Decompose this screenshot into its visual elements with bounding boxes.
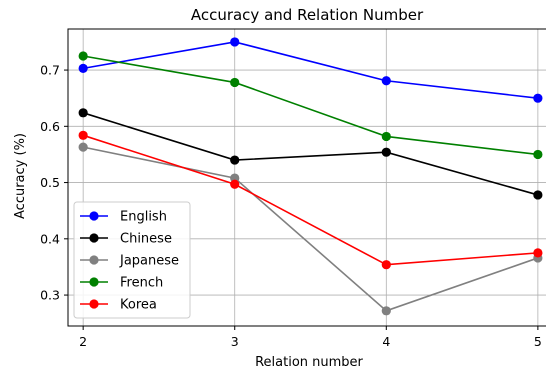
data-point <box>533 149 543 160</box>
legend-marker <box>89 255 99 265</box>
data-point <box>381 147 391 157</box>
data-point <box>533 93 543 103</box>
series-english <box>78 37 543 103</box>
ticks: 2 3 4 5 0.3 0.4 0.5 0.6 0.7 <box>40 63 542 349</box>
legend-label: French <box>120 276 163 291</box>
data-point <box>230 179 240 189</box>
data-point <box>381 260 391 270</box>
series-japanese <box>78 142 543 316</box>
legend-marker <box>89 233 99 243</box>
data-point <box>533 248 543 258</box>
y-axis-label: Accuracy (%) <box>13 133 28 219</box>
legend-marker <box>89 211 99 221</box>
legend-label: Korea <box>120 298 157 313</box>
data-point <box>381 306 391 316</box>
data-point <box>78 63 88 73</box>
legend-item: French <box>80 276 163 291</box>
data-point <box>533 190 543 200</box>
series-line <box>82 146 539 312</box>
plot-area <box>67 28 546 327</box>
series-line <box>82 112 539 196</box>
series-french <box>78 51 543 160</box>
series-line <box>82 134 538 266</box>
data-point <box>78 108 88 118</box>
legend-box <box>73 201 191 319</box>
x-tick-label: 5 <box>534 334 542 349</box>
legend-item: Japanese <box>80 254 179 269</box>
series-line <box>83 41 538 99</box>
y-tick-label: 0.3 <box>40 288 60 303</box>
x-tick-label: 4 <box>382 334 390 349</box>
legend-label: Japanese <box>119 254 179 269</box>
legend-item: English <box>80 210 167 225</box>
y-tick-label: 0.7 <box>40 63 60 78</box>
legend-marker <box>89 299 99 309</box>
legend: English Chinese Japanese French Korea <box>73 201 191 319</box>
legend-item: Korea <box>80 298 157 313</box>
data-point <box>78 142 88 152</box>
y-tick-label: 0.6 <box>40 119 60 134</box>
legend-label: Chinese <box>120 232 172 247</box>
series-chinese <box>78 108 543 200</box>
x-tick-label: 3 <box>231 334 239 349</box>
data-point <box>381 76 391 86</box>
chart-title: Accuracy and Relation Number <box>191 6 424 24</box>
data-point <box>230 155 240 165</box>
x-axis-label: Relation number <box>255 355 363 370</box>
legend-label: English <box>120 210 167 225</box>
legend-marker <box>89 277 99 287</box>
x-tick-label: 2 <box>79 334 87 349</box>
series-layer <box>78 37 543 316</box>
series-korea <box>78 130 543 270</box>
y-tick-label: 0.5 <box>40 175 60 190</box>
data-point <box>381 131 391 142</box>
data-point <box>230 77 240 88</box>
series-line <box>83 55 538 156</box>
legend-item: Chinese <box>80 232 172 247</box>
y-tick-label: 0.4 <box>40 231 60 246</box>
data-point <box>78 51 88 61</box>
data-point <box>78 130 88 140</box>
data-point <box>230 37 240 47</box>
